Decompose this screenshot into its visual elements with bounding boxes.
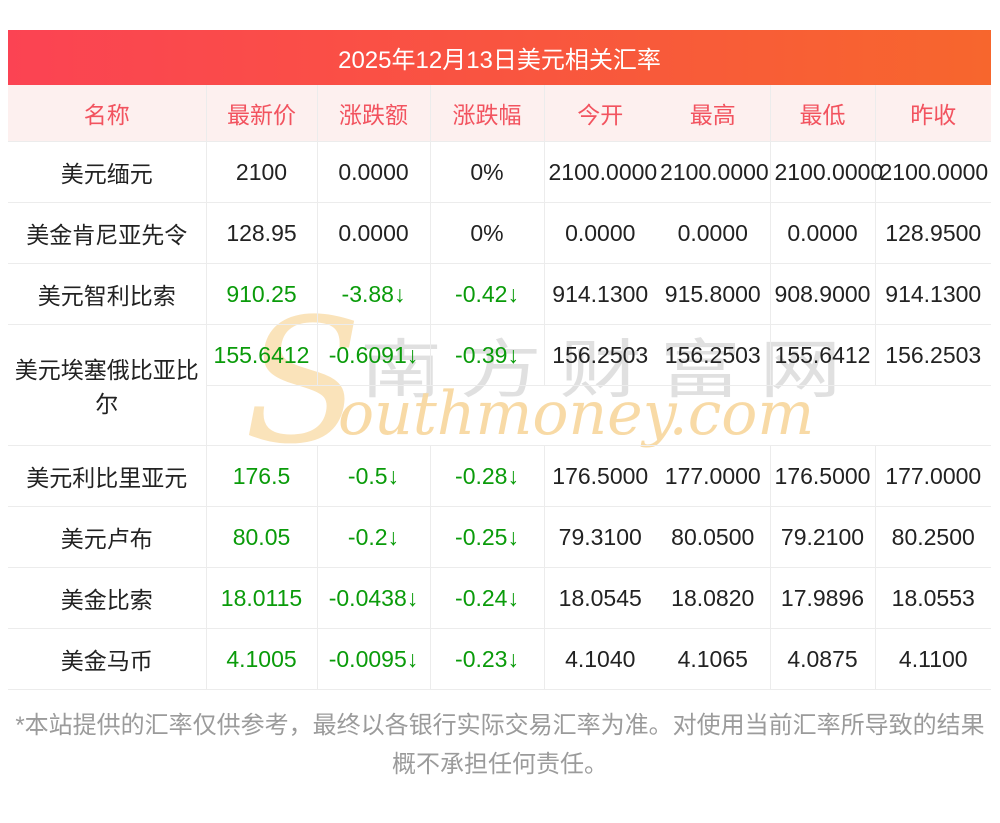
cell-pct: -0.39↓	[430, 324, 545, 386]
cell-open: 0.0000	[544, 202, 656, 264]
cell-change: -0.6091↓	[317, 324, 431, 386]
table-row: 美金比索 18.0115 -0.0438↓ -0.24↓ 18.0545 18.0820 1…	[8, 567, 991, 629]
cell-name: 美元智利比索	[8, 263, 207, 325]
cell-open: 914.1300	[544, 263, 656, 325]
cell-low: 17.9896	[770, 567, 876, 629]
cell-pct: -0.28↓	[430, 445, 545, 507]
cell-low: 4.0875	[770, 628, 876, 690]
cell-high: 915.8000	[656, 263, 771, 325]
cell-high: 0.0000	[656, 202, 771, 264]
cell-high: 156.2503	[656, 324, 771, 386]
cell-pct: 0%	[430, 141, 545, 203]
cell-prev: 2100.0000	[875, 141, 991, 203]
cell-open: 2100.0000	[544, 141, 657, 203]
cell-name: 美元卢布	[8, 506, 207, 568]
table-row: 美金马币 4.1005 -0.0095↓ -0.23↓ 4.1040 4.1065 4.08…	[8, 628, 991, 690]
cell-latest: 2100	[206, 141, 318, 203]
cell-name: 美元利比里亚元	[8, 445, 207, 507]
table-row: 美元利比里亚元 176.5 -0.5↓ -0.28↓ 176.5000 177.0000 1…	[8, 445, 991, 507]
table-row: 美元卢布 80.05 -0.2↓ -0.25↓ 79.3100 80.0500 79.210…	[8, 506, 991, 568]
col-header-latest: 最新价	[206, 85, 318, 142]
cell-prev: 914.1300	[875, 263, 991, 325]
cell-prev: 18.0553	[875, 567, 991, 629]
table-row: 美元智利比索 910.25 -3.88↓ -0.42↓ 914.1300 915.8000…	[8, 263, 991, 325]
cell-latest: 128.95	[206, 202, 318, 264]
cell-name: 美元缅元	[8, 141, 207, 203]
col-header-prev: 昨收	[875, 85, 991, 142]
cell-prev: 80.2500	[875, 506, 991, 568]
disclaimer: *本站提供的汇率仅供参考，最终以各银行实际交易汇率为准。对使用当前汇率所导致的结…	[0, 706, 1000, 784]
cell-prev: 177.0000	[875, 445, 991, 507]
cell-open: 4.1040	[544, 628, 656, 690]
page-title: 2025年12月13日美元相关汇率	[338, 47, 661, 74]
cell-open: 176.5000	[544, 445, 656, 507]
cell-latest: 80.05	[206, 506, 318, 568]
cell-change: -0.0095↓	[317, 628, 431, 690]
cell-open: 156.2503	[544, 324, 656, 386]
cell-name: 美元埃塞俄比亚比尔	[8, 324, 207, 446]
cell-change: 0.0000	[317, 202, 431, 264]
table-title-bar: 2025年12月13日美元相关汇率	[8, 30, 991, 85]
cell-prev: 4.1100	[875, 628, 991, 690]
cell-high: 177.0000	[656, 445, 771, 507]
disclaimer-line-1: *本站提供的汇率仅供参考，最终以各银行实际交易汇率为准。对使用当前汇率所导致的结…	[15, 712, 985, 739]
table-row: 美元埃塞俄比亚比尔 155.6412 -0.6091↓ -0.39↓ 156.2503 1…	[8, 324, 991, 446]
cell-pct: -0.23↓	[430, 628, 545, 690]
cell-open: 79.3100	[544, 506, 656, 568]
cell-prev: 128.9500	[875, 202, 991, 264]
cell-latest: 155.6412	[206, 324, 318, 386]
col-header-high: 最高	[656, 85, 771, 142]
col-header-pct: 涨跌幅	[430, 85, 545, 142]
cell-high: 4.1065	[656, 628, 771, 690]
cell-high: 2100.0000	[656, 141, 771, 203]
cell-pct: 0%	[430, 202, 545, 264]
cell-change: 0.0000	[317, 141, 431, 203]
col-header-open: 今开	[544, 85, 656, 142]
disclaimer-line-2: 概不承担任何责任。	[392, 751, 608, 778]
cell-name: 美金马币	[8, 628, 207, 690]
exchange-rate-table: 名称 最新价 涨跌额 涨跌幅 今开 最高 最低 昨收 美元缅元 2100 0.0000 0% 2100…	[8, 85, 991, 690]
empty-strip-cell	[206, 385, 991, 446]
cell-low: 155.6412	[770, 324, 876, 386]
exchange-rate-panel: S 南方财富网 outhmoney.com 2025年12月13日美元相关汇率 …	[8, 30, 991, 690]
cell-pct: -0.25↓	[430, 506, 545, 568]
cell-open: 18.0545	[544, 567, 656, 629]
cell-high: 18.0820	[656, 567, 771, 629]
cell-prev: 156.2503	[875, 324, 991, 386]
cell-low: 79.2100	[770, 506, 876, 568]
cell-name: 美金比索	[8, 567, 207, 629]
table-header-row: 名称 最新价 涨跌额 涨跌幅 今开 最高 最低 昨收	[8, 85, 991, 142]
table-row: 美元缅元 2100 0.0000 0% 2100.0000 2100.0000 2100.0…	[8, 141, 991, 203]
col-header-name: 名称	[8, 85, 207, 142]
cell-low: 2100.0000	[770, 141, 883, 203]
cell-name: 美金肯尼亚先令	[8, 202, 207, 264]
cell-change: -0.0438↓	[317, 567, 431, 629]
cell-pct: -0.42↓	[430, 263, 545, 325]
cell-latest: 18.0115	[206, 567, 318, 629]
cell-latest: 4.1005	[206, 628, 318, 690]
col-header-low: 最低	[770, 85, 876, 142]
cell-change: -0.5↓	[317, 445, 431, 507]
cell-low: 908.9000	[770, 263, 876, 325]
col-header-change: 涨跌额	[317, 85, 431, 142]
cell-low: 176.5000	[770, 445, 876, 507]
cell-high: 80.0500	[656, 506, 771, 568]
cell-pct: -0.24↓	[430, 567, 545, 629]
empty-strip-row	[8, 385, 991, 446]
cell-latest: 910.25	[206, 263, 318, 325]
cell-change: -0.2↓	[317, 506, 431, 568]
cell-latest: 176.5	[206, 445, 318, 507]
cell-change: -3.88↓	[317, 263, 431, 325]
cell-low: 0.0000	[770, 202, 876, 264]
table-row: 美金肯尼亚先令 128.95 0.0000 0% 0.0000 0.0000 0.0000 1…	[8, 202, 991, 264]
